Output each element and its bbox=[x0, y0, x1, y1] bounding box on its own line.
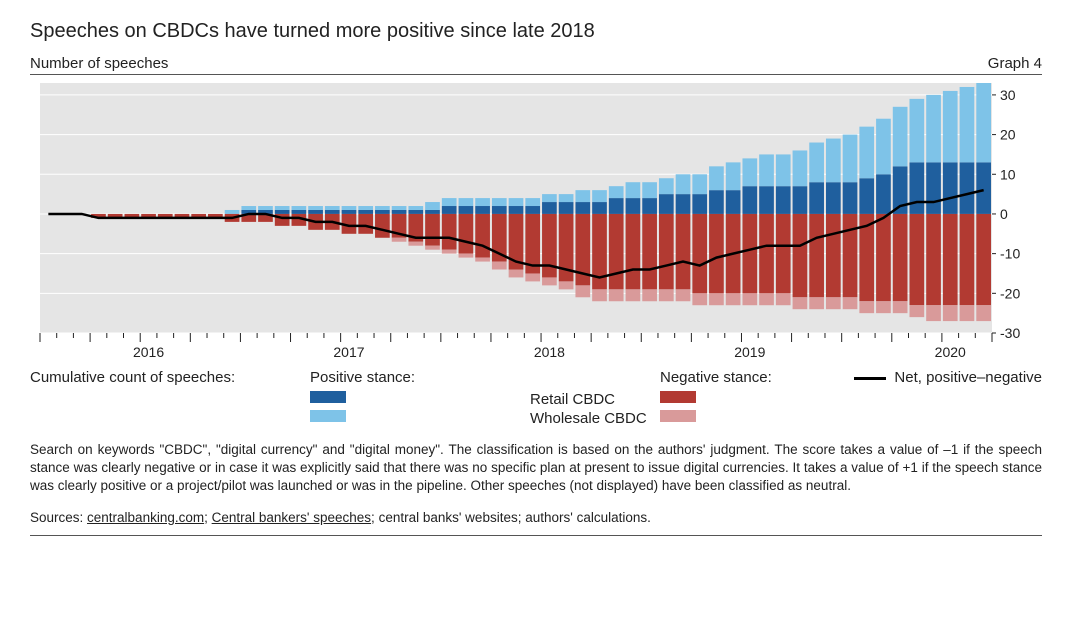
swatch-negative-retail bbox=[660, 391, 696, 403]
chart-svg: -30 -20 -10 0 10 20 30 2016 2017 2018 2019 2020 bbox=[30, 75, 1042, 365]
svg-text:30: 30 bbox=[1000, 87, 1016, 103]
swatch-net-line bbox=[854, 377, 886, 380]
svg-text:2019: 2019 bbox=[734, 344, 765, 360]
legend-wholesale-label: Wholesale CBDC bbox=[530, 410, 660, 427]
chart-area: -30 -20 -10 0 10 20 30 2016 2017 2018 2019 2020 bbox=[30, 75, 1042, 365]
sources-lead: Sources: bbox=[30, 510, 87, 525]
svg-text:2016: 2016 bbox=[133, 344, 164, 360]
swatch-positive-wholesale bbox=[310, 410, 346, 422]
chart-title: Speeches on CBDCs have turned more posit… bbox=[30, 20, 1042, 43]
svg-text:-30: -30 bbox=[1000, 325, 1020, 341]
svg-text:2018: 2018 bbox=[534, 344, 565, 360]
source-item: authors' calculations bbox=[525, 510, 647, 525]
swatch-negative-wholesale bbox=[660, 410, 696, 422]
source-item[interactable]: centralbanking.com bbox=[87, 510, 204, 525]
legend-lead: Cumulative count of speeches: bbox=[30, 369, 310, 386]
svg-text:2020: 2020 bbox=[935, 344, 966, 360]
legend-retail-label: Retail CBDC bbox=[530, 391, 660, 408]
notes-text: Search on keywords "CBDC", "digital curr… bbox=[30, 441, 1042, 496]
svg-text:-10: -10 bbox=[1000, 246, 1020, 262]
bottom-rule bbox=[30, 535, 1042, 536]
svg-text:10: 10 bbox=[1000, 166, 1016, 182]
legend-negative-label: Negative stance: bbox=[660, 369, 820, 386]
legend: Cumulative count of speeches: Positive s… bbox=[30, 369, 1042, 427]
svg-text:0: 0 bbox=[1000, 206, 1008, 222]
svg-text:-20: -20 bbox=[1000, 285, 1020, 301]
legend-positive-label: Positive stance: bbox=[310, 369, 530, 386]
source-item: central banks' websites bbox=[379, 510, 518, 525]
svg-text:2017: 2017 bbox=[333, 344, 364, 360]
legend-net-label: Net, positive–negative bbox=[894, 369, 1042, 386]
swatch-positive-retail bbox=[310, 391, 346, 403]
source-item[interactable]: Central bankers' speeches bbox=[212, 510, 371, 525]
chart-subtitle-left: Number of speeches bbox=[30, 55, 168, 72]
svg-text:20: 20 bbox=[1000, 127, 1016, 143]
sources-line: Sources: centralbanking.com; Central ban… bbox=[30, 510, 1042, 525]
chart-subtitle-right: Graph 4 bbox=[988, 55, 1042, 72]
